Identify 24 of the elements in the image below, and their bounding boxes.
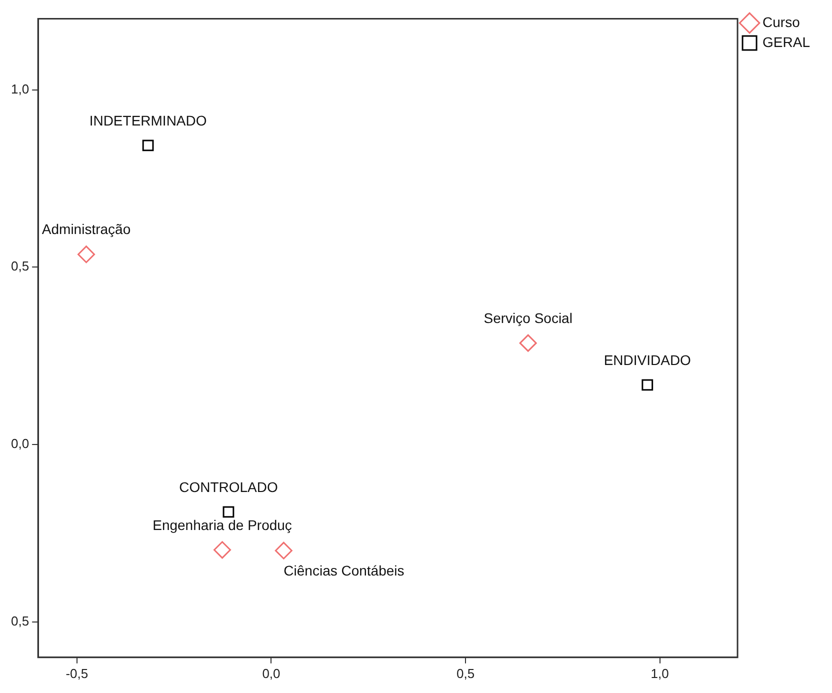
point: [642, 379, 654, 391]
y-tick-label: 1,0: [10, 81, 30, 96]
x-tick-label: 1,0: [650, 666, 669, 681]
annotation: Administração: [42, 221, 131, 238]
x-tick-label: -0,5: [66, 666, 88, 681]
annotation: Serviço Social: [484, 310, 572, 326]
x-tick-label: 0,0: [262, 666, 280, 681]
annotation: Engenharia de Produç: [152, 516, 292, 533]
annotation: Ciências Contábeis: [284, 562, 404, 578]
y-tick-label: 0,5: [10, 258, 30, 274]
point: [78, 246, 96, 264]
annotation: CONTROLADO: [179, 478, 278, 495]
legend-label: GERAL: [762, 34, 810, 50]
annotation: INDETERMINADO: [89, 112, 207, 128]
point: [222, 506, 234, 518]
x-tick-label: 0,5: [456, 666, 475, 681]
annotation: ENDIVIDADO: [604, 352, 692, 368]
point: [274, 542, 292, 560]
y-tick-label: 0,0: [10, 436, 30, 452]
point: [214, 541, 232, 559]
point: [142, 140, 154, 152]
legend-label: Curso: [762, 14, 800, 30]
point: [519, 334, 537, 352]
y-tick-label: 0,5: [10, 614, 30, 628]
